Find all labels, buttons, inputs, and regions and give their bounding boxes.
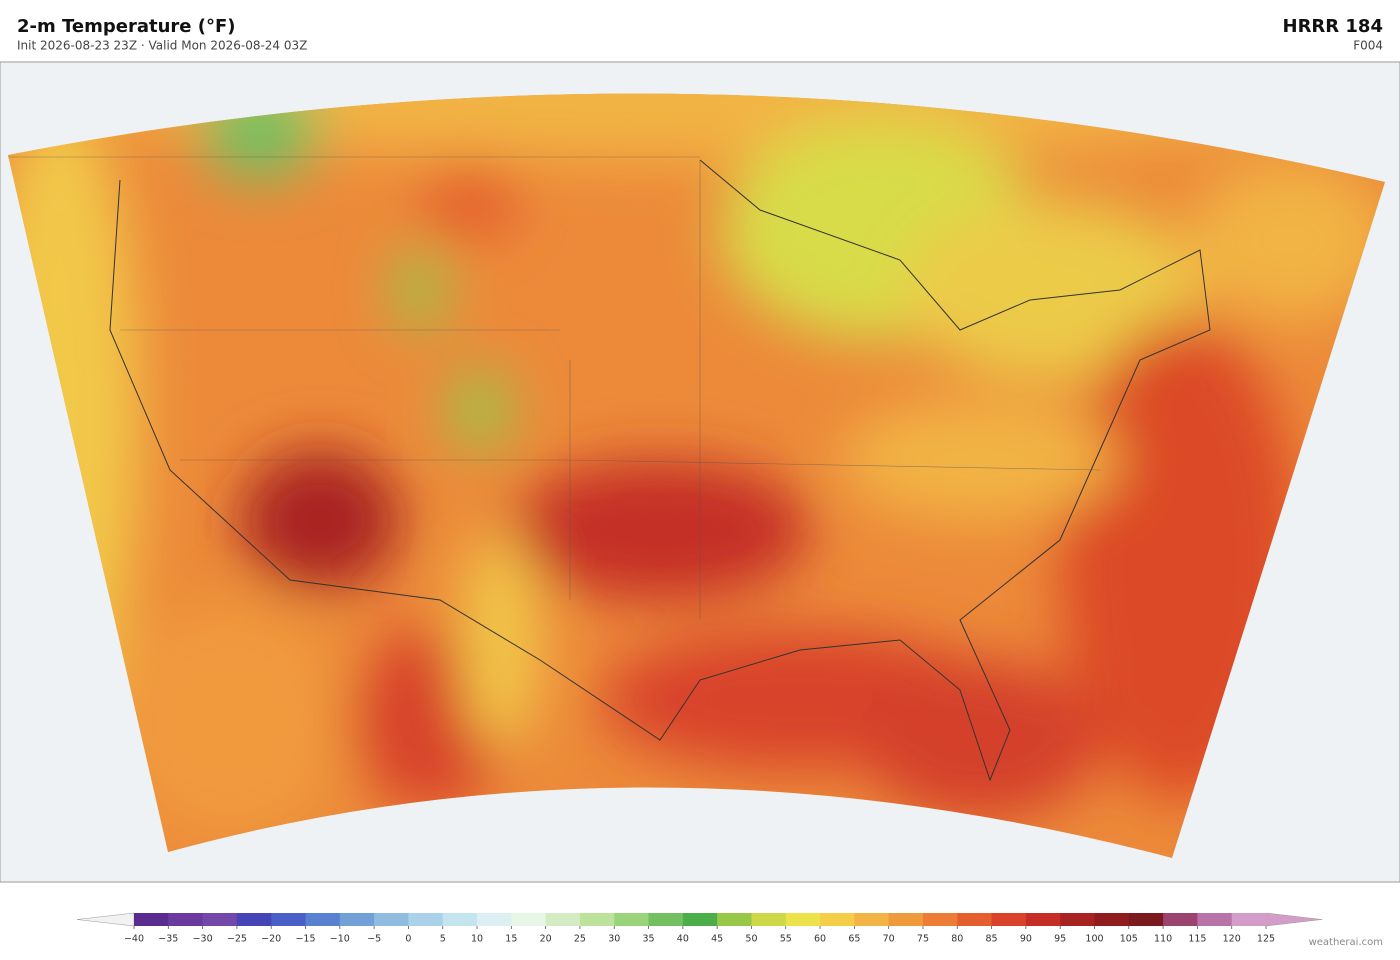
colorbar-tick-label: 10 [471, 934, 483, 945]
colorbar-swatch [408, 913, 444, 926]
colorbar-tick-label: −30 [193, 934, 213, 945]
colorbar-over [1265, 912, 1323, 927]
colorbar-tick-label: 100 [1085, 934, 1103, 945]
colorbar-swatch [1094, 913, 1130, 926]
colorbar-under [76, 912, 135, 927]
colorbar-swatch [922, 913, 958, 926]
colorbar-tick-label: 90 [1020, 934, 1032, 945]
colorbar-swatch [888, 913, 924, 926]
colorbar-swatch [957, 913, 993, 926]
colorbar-swatch [545, 913, 581, 926]
colorbar-tick-label: 25 [574, 934, 586, 945]
colorbar-swatch [477, 913, 512, 926]
borders [8, 156, 1101, 620]
colorbar-swatch [1025, 913, 1061, 926]
subtitle: Init 2026-08-23 23Z · Valid Mon 2026-08-… [17, 39, 307, 53]
colorbar-tick-label: 110 [1154, 934, 1172, 945]
colorbar-swatch [1197, 913, 1233, 926]
colorbar-swatch [442, 913, 478, 926]
colorbar-tick-label: 45 [711, 934, 723, 945]
colorbar-tick-label: 50 [745, 934, 757, 945]
colorbar-swatch [991, 913, 1027, 926]
colorbar-swatch [579, 913, 615, 926]
colorbar-swatch [305, 913, 341, 926]
colorbar-swatch [1231, 913, 1267, 926]
colorbar-swatch [1163, 913, 1198, 926]
colorbar-swatch [854, 913, 890, 926]
colorbar-tick-label: 70 [883, 934, 895, 945]
colorbar-tick-label: 20 [540, 934, 552, 945]
map [0, 61, 1400, 883]
colorbar-swatch [1060, 913, 1095, 926]
credit: weatherai.com [1309, 937, 1383, 948]
colorbar-tick-label: 65 [848, 934, 860, 945]
colorbar-swatch [717, 913, 752, 926]
colorbar-swatch [511, 913, 547, 926]
colorbar-tick-label: 35 [642, 934, 654, 945]
colorbar-tick-label: 15 [505, 934, 517, 945]
colorbar-swatch [168, 913, 204, 926]
colorbar-tick-label: 80 [951, 934, 963, 945]
colorbar-swatch [202, 913, 238, 926]
colorbar-swatch [271, 913, 307, 926]
colorbar-swatch [374, 913, 409, 926]
colorbar-tick-label: −20 [261, 934, 281, 945]
colorbar-tick-label: 40 [677, 934, 689, 945]
model: HRRR 184 [1283, 16, 1384, 37]
colorbar-tick-label: −25 [227, 934, 247, 945]
colorbar-tick-label: 95 [1054, 934, 1066, 945]
colorbar-swatch [820, 913, 855, 926]
colorbar-swatch [134, 913, 169, 926]
colorbar-swatch [648, 913, 684, 926]
colorbar-tick-label: −10 [330, 934, 350, 945]
colorbar-swatch [751, 913, 787, 926]
colorbar-swatch [614, 913, 650, 926]
coastline [109, 159, 1211, 782]
colorbar-tick-label: 85 [986, 934, 998, 945]
colorbar-tick-label: 75 [917, 934, 929, 945]
colorbar-tick-label: 5 [440, 934, 446, 945]
colorbar-tick-label: 125 [1257, 934, 1275, 945]
colorbar-swatch [785, 913, 821, 926]
colorbar-swatch [1128, 913, 1164, 926]
title: 2-m Temperature (°F) [17, 16, 236, 37]
colorbar-tick-label: 30 [608, 934, 620, 945]
colorbar-swatch [236, 913, 272, 926]
colorbar-tick-label: 55 [780, 934, 792, 945]
colorbar-tick-label: 120 [1223, 934, 1241, 945]
colorbar-tick-label: −5 [367, 934, 381, 945]
colorbar-tick-label: 115 [1188, 934, 1206, 945]
colorbar-tick-label: −35 [158, 934, 178, 945]
colorbar-tick-label: −40 [124, 934, 144, 945]
colorbar-tick-label: 0 [405, 934, 411, 945]
colorbar-swatch [339, 913, 375, 926]
colorbar-tick-label: −15 [295, 934, 315, 945]
colorbar-tick-label: 60 [814, 934, 826, 945]
temperature-field [8, 93, 1385, 859]
colorbar-swatch [682, 913, 718, 926]
forecast-hour: F004 [1353, 39, 1383, 53]
colorbar-tick-label: 105 [1120, 934, 1138, 945]
colorbar: −40 −35 −30 −25 −20 −15 −10 −5 0 5 10 15 20 25 30 35 40 4… [76, 912, 1323, 945]
